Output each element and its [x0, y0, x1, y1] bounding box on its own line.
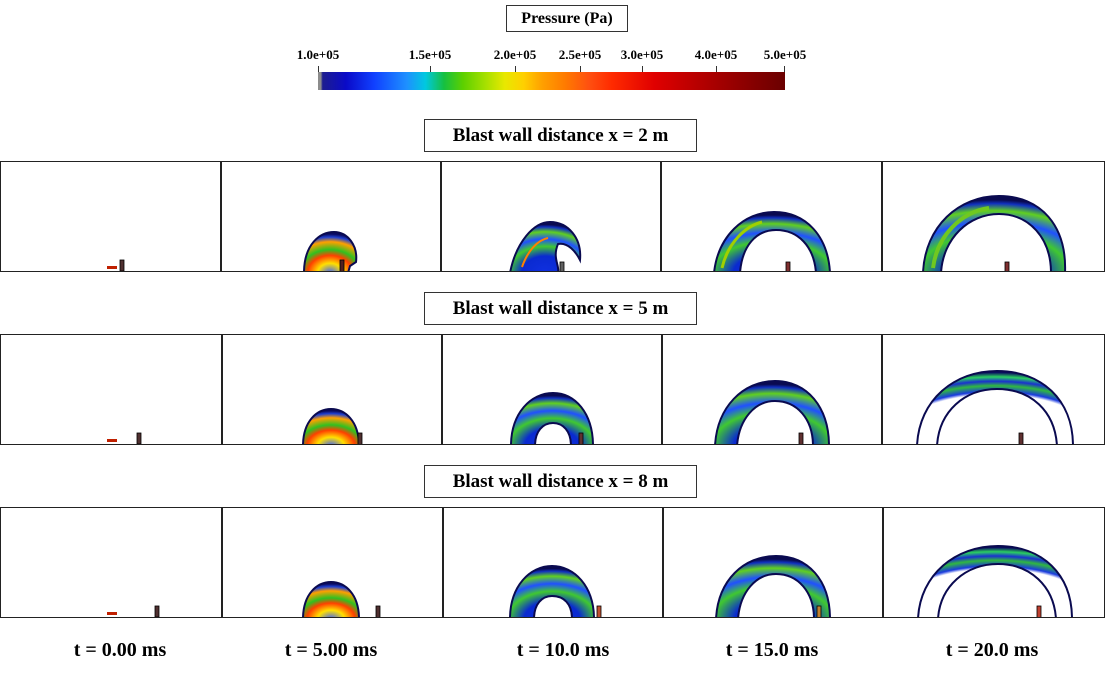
time-label: t = 10.0 ms [516, 639, 610, 661]
blast-wall [339, 259, 345, 271]
charge [107, 439, 117, 442]
blast-wall [136, 432, 142, 444]
colorbar-tick [430, 66, 431, 72]
row-title-x2: Blast wall distance x = 2 m [424, 119, 697, 152]
time-label: t = 15.0 ms [725, 639, 819, 661]
colorbar-tick-label: 3.0e+05 [620, 47, 664, 62]
charge [107, 266, 117, 269]
panel-x8-t5 [222, 507, 443, 618]
colorbar-tick [515, 66, 516, 72]
panel-x8-t15 [663, 507, 883, 618]
panel-x8-t0 [0, 507, 222, 618]
blast-wall [578, 432, 584, 444]
colorbar-tick-label: 2.0e+05 [493, 47, 537, 62]
colorbar-tick-label: 4.0e+05 [694, 47, 738, 62]
colorbar-tick-label: 5.0e+05 [763, 47, 807, 62]
panel-x5-t20 [882, 334, 1105, 445]
panel-x5-t5 [222, 334, 442, 445]
blast-wall [357, 432, 363, 444]
blast-wall [785, 261, 791, 271]
time-label: t = 0.00 ms [73, 639, 167, 661]
colorbar-tick-label: 1.5e+05 [408, 47, 452, 62]
blast-wall [798, 432, 804, 444]
charge [107, 612, 117, 615]
panel-x2-t10 [441, 161, 661, 272]
blast-wall [1018, 432, 1024, 444]
panel-x5-t15 [662, 334, 882, 445]
pressure-colorbar [318, 72, 785, 90]
panel-x2-t0 [0, 161, 221, 272]
colorbar-tick [784, 66, 785, 72]
panel-x2-t20 [882, 161, 1105, 272]
colorbar-tick [580, 66, 581, 72]
panel-x5-t0 [0, 334, 222, 445]
colorbar-tick [318, 66, 319, 72]
colorbar-tick [642, 66, 643, 72]
panel-x2-t5 [221, 161, 441, 272]
blast-wall [375, 605, 381, 617]
legend-title: Pressure (Pa) [506, 5, 628, 32]
blast-wall [1004, 261, 1010, 271]
blast-wall [119, 259, 125, 271]
row-title-x8: Blast wall distance x = 8 m [424, 465, 697, 498]
colorbar-tick-label: 2.5e+05 [558, 47, 602, 62]
panel-x8-t20 [883, 507, 1105, 618]
row-title-x5: Blast wall distance x = 5 m [424, 292, 697, 325]
colorbar-tick [716, 66, 717, 72]
panel-x5-t10 [442, 334, 662, 445]
blast-wall [559, 261, 565, 271]
panel-x8-t10 [443, 507, 663, 618]
blast-wall [816, 605, 822, 617]
time-label: t = 5.00 ms [284, 639, 378, 661]
colorbar-tick-label: 1.0e+05 [296, 47, 340, 62]
time-label: t = 20.0 ms [945, 639, 1039, 661]
blast-wall [1036, 605, 1042, 617]
blast-wall [154, 605, 160, 617]
panel-x2-t15 [661, 161, 882, 272]
blast-wall [596, 605, 602, 617]
